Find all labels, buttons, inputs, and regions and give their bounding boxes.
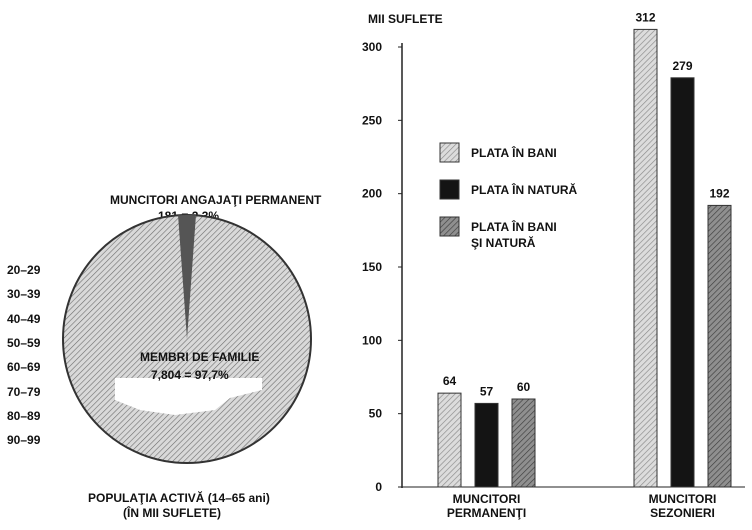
age-group-label: 20–29: [7, 263, 41, 277]
pie-chart: [62, 214, 312, 464]
y-tick-label: 100: [362, 333, 382, 347]
pie-center-value: 7,804 = 97,7%: [151, 368, 229, 382]
y-tick-label: 0: [375, 480, 382, 494]
age-group-label: 60–69: [7, 360, 41, 375]
legend-swatch: [439, 216, 460, 237]
bar-value-label: 60: [517, 380, 531, 394]
y-tick-label: 50: [369, 407, 383, 421]
bar: [633, 28, 658, 488]
pie-caption-line1: POPULAŢIA ACTIVĂ (14–65 ani): [88, 491, 270, 505]
age-group-label: 30–39: [7, 287, 41, 302]
legend-label: PLATA ÎN NATURĂ: [471, 182, 578, 197]
y-tick-label: 200: [362, 187, 382, 201]
y-tick-label: 150: [362, 260, 382, 274]
pie-chart-panel: MUNCITORI ANGAJAŢI PERMANENT 181 = 2,3% …: [0, 0, 330, 530]
bar-value-label: 57: [480, 384, 494, 398]
bar-value-label: 279: [672, 59, 692, 73]
legend-label: ŞI NATURĂ: [471, 235, 536, 250]
pie-slice-top-title: MUNCITORI ANGAJAŢI PERMANENT: [110, 193, 322, 207]
legend-swatch: [439, 142, 460, 163]
age-group-label: 50–59: [7, 335, 41, 350]
y-tick-label: 300: [362, 40, 382, 54]
bar-value-label: 64: [443, 374, 457, 388]
bar: [670, 77, 695, 488]
x-category-label: MUNCITORI: [649, 492, 717, 506]
y-tick-label: 250: [362, 113, 382, 127]
pie-center-title: MEMBRI DE FAMILIE: [140, 350, 260, 364]
legend-label: PLATA ÎN BANI: [471, 145, 557, 160]
x-category-label: MUNCITORI: [453, 492, 521, 506]
x-category-label: PERMANENŢI: [447, 506, 526, 520]
bar: [511, 398, 536, 488]
age-group-label: 80–89: [7, 408, 41, 423]
age-group-label: 40–49: [7, 311, 41, 326]
bar: [707, 204, 732, 488]
pie-caption-line2: (ÎN MII SUFLETE): [123, 506, 221, 520]
legend-swatch: [439, 179, 460, 200]
pie-center-label-bg: [115, 378, 262, 415]
bar: [437, 392, 462, 488]
legend-label: PLATA ÎN BANI: [471, 219, 557, 234]
x-category-label: SEZONIERI: [650, 506, 715, 520]
pie-slice-permanent-workers: [178, 215, 196, 339]
y-axis-label: MII SUFLETE: [368, 12, 443, 26]
age-group-label: 90–99: [7, 433, 41, 448]
age-group-label: 70–79: [7, 384, 41, 399]
bar: [474, 402, 499, 488]
bar-value-label: 192: [709, 186, 729, 200]
bar-value-label: 312: [635, 10, 655, 24]
